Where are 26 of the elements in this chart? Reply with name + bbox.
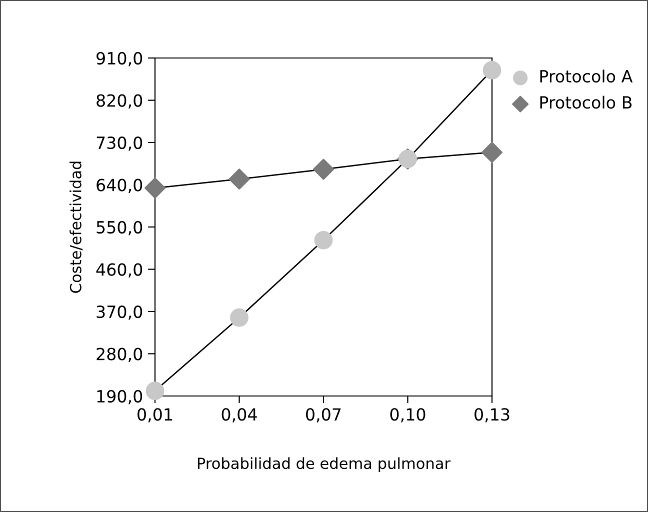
- y-tick-label: 280,0: [96, 348, 142, 362]
- point: [312, 158, 334, 180]
- y-tick-label: 820,0: [96, 94, 142, 109]
- point: [314, 230, 333, 250]
- x-tick-label: 0,01: [138, 408, 172, 422]
- y-tick-label: 370,0: [96, 305, 142, 320]
- legend-label: Protocolo B: [540, 96, 632, 109]
- point: [481, 142, 503, 163]
- y-tick-label: 550,0: [96, 220, 142, 236]
- x-tick-label: 0,07: [306, 408, 341, 422]
- point: [228, 168, 250, 190]
- x-tick-label: 0,10: [390, 408, 426, 422]
- point: [144, 178, 166, 199]
- point: [230, 308, 248, 327]
- legend-label: Protocolo A: [540, 70, 633, 83]
- y-tick-label: 640,0: [96, 178, 142, 194]
- y-tick-label: 190,0: [97, 390, 142, 404]
- point: [146, 382, 164, 400]
- y-tick-label: 460,0: [96, 263, 142, 278]
- x-axis-title: Probabilidad de edema pulmonar: [198, 457, 451, 472]
- point: [482, 61, 502, 80]
- y-tick-label: 730,0: [96, 136, 142, 151]
- x-tick-label: 0,13: [474, 408, 510, 422]
- y-axis-title: Coste/efectividad: [70, 162, 83, 293]
- x-tick-label: 0,04: [222, 408, 257, 422]
- y-tick-label: 910,0: [96, 52, 142, 66]
